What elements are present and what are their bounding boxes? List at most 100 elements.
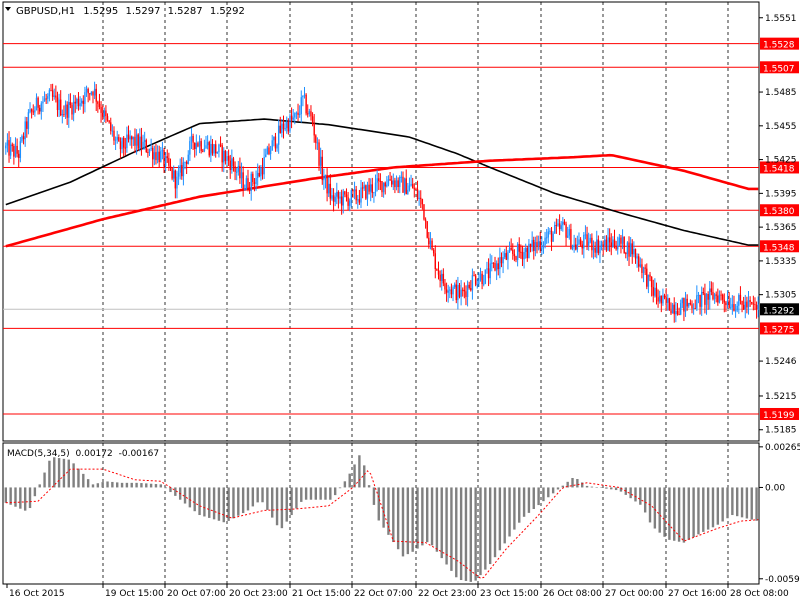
candle-body [579,239,582,245]
candle-body [660,295,663,304]
candle-body [274,136,277,149]
candle-body [610,242,612,247]
level-price-tag [760,61,799,74]
macd-bar [23,487,27,511]
macd-bar [309,487,313,500]
candle-body [189,141,191,155]
candle-body [731,304,734,308]
level-price-label: 1.5418 [763,164,795,174]
macd-bar [387,487,390,535]
candle-body [717,295,719,303]
candle-body [200,141,202,151]
candle-body [450,289,453,295]
macd-bar [169,487,172,493]
candle-body [512,249,514,254]
candle-body [60,99,62,116]
level-price-label: 1.5348 [763,243,795,253]
candle-body [226,156,228,161]
candle-body [715,294,717,296]
candle-body [613,239,616,247]
candle-body [638,256,640,267]
macd-bar [14,487,17,507]
candle-body [663,295,666,298]
candle-body [321,156,323,181]
candle-body [98,103,101,108]
candle-body [326,174,328,194]
candle-body [700,292,703,307]
candle-body [749,299,751,303]
candle-body [311,116,314,124]
candle-body [599,247,601,254]
candle-body [747,299,750,308]
macd-bar [96,483,100,488]
candle-body [465,291,467,297]
macd-bar [203,487,206,517]
candle-body [534,242,537,251]
macd-bar [571,477,574,488]
candle-body [631,243,633,255]
candle-body [521,252,524,260]
candle-body [166,156,168,159]
candle-body [281,123,283,133]
candle-body [345,194,348,198]
macd-bar [629,487,632,499]
candle-body [384,182,386,187]
candle-body [145,140,147,153]
candle-body [318,142,320,166]
candle-body [242,172,244,190]
macd-pane-frame [2,442,760,585]
candle-body [413,188,415,190]
candle-body [329,183,332,199]
level-price-label: 1.5528 [763,41,795,51]
candle-body [148,149,151,153]
candle-body [742,304,745,310]
candle-body [673,304,675,315]
candle-body [495,263,498,271]
macd-bar [183,487,187,504]
candle-body [18,153,20,158]
candle-body [29,109,31,113]
candle-body [470,287,472,291]
candle-body [84,92,86,104]
candle-body [411,183,414,189]
macd-bar [585,485,589,488]
candle-body [518,244,520,252]
candle-body [213,144,215,154]
candle-body [479,273,482,280]
candle-body [529,243,532,247]
candle-body [342,191,344,206]
macd-bar [149,483,153,488]
macd-bar [479,487,482,576]
candle-body [247,178,249,190]
candle-body [68,101,70,118]
candle-body [507,252,509,260]
candle-body [195,143,198,149]
candle-body [444,283,446,290]
candle-body [689,302,692,305]
macd-bar [508,487,511,537]
candle-body [66,104,68,118]
macd-bar [382,487,385,528]
candle-body [636,256,638,259]
macd-header: MACD(5,34,5) 0.00172 -0.00167 [7,449,159,459]
dropdown-triangle-icon[interactable] [5,7,11,11]
macd-bar [353,464,356,488]
macd-bar [692,487,695,538]
candle-body [190,135,193,142]
candle-body [592,247,595,251]
candle-body [55,95,57,98]
candle-body [63,114,65,116]
candle-body [129,136,131,140]
candle-body [720,294,722,296]
macd-bar [333,487,337,496]
symbol-header: GBPUSD,H1 1.5295 1.5297 1.5287 1.5292 [16,6,245,17]
macd-bar [77,468,80,488]
level-price-label: 1.5380 [763,207,795,217]
candle-body [476,284,478,286]
macd-bar [459,487,463,581]
candle-body [728,300,730,308]
y-axis-ticks: 1.5551 1.5485 1.5455 1.5425 1.5395 1.5365 1.53… [759,14,800,585]
candle-body [542,245,545,247]
